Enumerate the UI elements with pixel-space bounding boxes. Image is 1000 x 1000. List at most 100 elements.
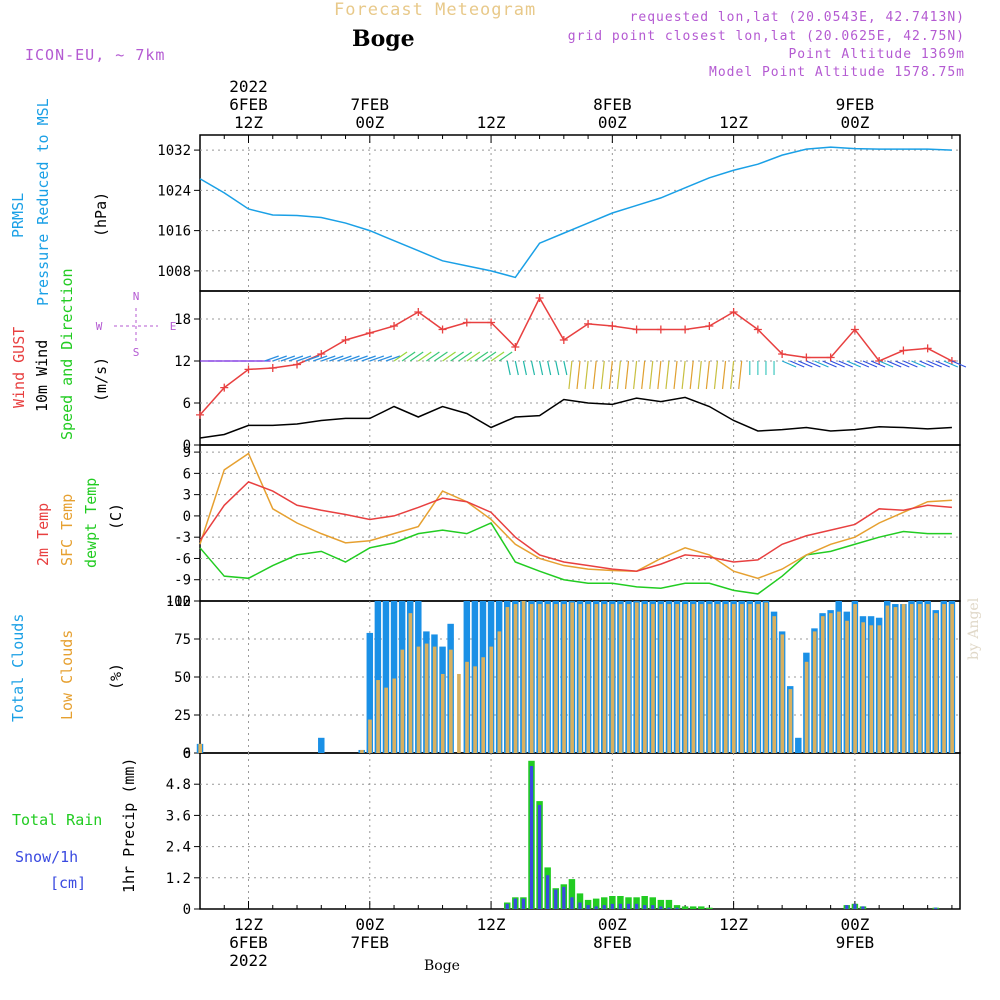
wind-10m-label: 10m Wind	[33, 340, 51, 412]
low-cloud-bar	[715, 604, 720, 753]
low-cloud-bar	[788, 689, 793, 753]
low-cloud-bar	[748, 604, 752, 753]
wind-direction-arrow	[498, 351, 513, 362]
wind-speed-line	[199, 396, 952, 439]
low-cloud-bar	[756, 604, 760, 753]
temperature-ytick-label: -3	[174, 530, 191, 546]
compass-north: N	[133, 290, 140, 303]
low-cloud-bar	[481, 657, 485, 753]
bottom-time-label: 12Z	[477, 915, 506, 934]
wind-unit: (m/s)	[92, 357, 110, 402]
compass-cross	[114, 308, 158, 344]
pressure-label-prmsl: PRMSL	[9, 193, 27, 238]
low-cloud-bar	[675, 604, 680, 753]
clouds-ytick-label: 25	[174, 708, 191, 724]
snow-bar	[594, 906, 598, 909]
precip-ytick-label: 4.8	[166, 777, 191, 793]
rain-bar	[698, 906, 705, 909]
wind-ytick-label: 18	[174, 312, 191, 328]
top-time-label: 9FEB	[836, 95, 875, 114]
precip-ytick-label: 3.6	[166, 808, 191, 824]
clouds-ytick-label: 0	[183, 746, 191, 762]
wind-direction-arrow	[830, 360, 845, 368]
low-cloud-bar	[521, 601, 526, 753]
wind-direction-arrow	[927, 360, 942, 368]
low-cloud-bar	[723, 604, 728, 753]
low-cloud-bar	[901, 604, 906, 753]
model-label: ICON-EU, ~ 7km	[25, 46, 166, 64]
wind-direction-arrow	[681, 360, 686, 390]
bottom-time-label: 00Z	[840, 915, 869, 934]
footer-station: Boge	[424, 958, 460, 974]
gust-marker	[220, 383, 229, 392]
wind-direction-arrow	[434, 351, 448, 362]
low-cloud-bar	[562, 604, 566, 753]
pressure-unit: (hPa)	[92, 192, 110, 237]
low-cloud-bar	[926, 604, 930, 753]
total-clouds-label: Total Clouds	[9, 614, 27, 722]
wind-direction-arrow	[649, 360, 654, 390]
low-cloud-bar	[780, 634, 785, 753]
wind-direction-arrow	[838, 360, 853, 368]
temperature-ytick-label: 9	[183, 445, 191, 461]
point-altitude: Point Altitude 1369m	[788, 47, 965, 62]
gust-marker	[438, 325, 447, 334]
rain-bar	[609, 896, 616, 909]
wind-direction-arrow	[506, 360, 511, 376]
gust-marker	[656, 325, 665, 334]
wind-direction-arrow	[345, 355, 360, 362]
low-cloud-bar	[513, 604, 518, 753]
wind-direction-arrow	[442, 351, 456, 362]
wind-direction-arrow	[822, 360, 837, 368]
wind-direction-arrow	[272, 355, 287, 362]
pressure-ytick-label: 1024	[157, 183, 191, 199]
gust-marker	[608, 322, 617, 330]
wind-direction-arrow	[886, 360, 902, 368]
snow-bar	[546, 875, 550, 909]
temp-unit: (C)	[107, 503, 125, 530]
wind-direction-arrow	[280, 355, 296, 362]
precip-unit: 1hr Precip (mm)	[120, 758, 138, 893]
wind-direction-arrow	[951, 360, 967, 368]
snow-bar	[537, 805, 542, 909]
bottom-time-label: 12Z	[234, 915, 263, 934]
low-cloud-bar	[877, 625, 882, 753]
gust-marker	[753, 325, 762, 334]
wind-direction-arrow	[563, 360, 568, 376]
chart-title: Forecast Meteogram	[334, 0, 537, 20]
low-cloud-bar	[885, 605, 890, 753]
snow-label: Snow/1h	[15, 848, 78, 866]
snow-bar	[610, 903, 614, 909]
wind-direction-arrow	[713, 360, 719, 390]
gust-marker	[365, 329, 374, 337]
low-cloud-bar	[667, 604, 671, 753]
rain-bar	[665, 899, 673, 909]
gust-marker	[559, 336, 568, 344]
low-cloud-bar	[578, 604, 583, 753]
gust-marker	[268, 364, 277, 372]
wind-gust-line	[199, 296, 953, 416]
requested-coords: requested lon,lat (20.0543E, 42.7413N)	[629, 10, 965, 25]
low-cloud-bar	[473, 666, 477, 753]
wind-direction-arrow	[657, 360, 662, 390]
wind-direction-arrow	[895, 360, 910, 368]
wind-direction-arrow	[264, 355, 279, 362]
low-cloud-bar	[424, 643, 429, 753]
top-time-label: 8FEB	[593, 95, 632, 114]
rain-bar	[673, 905, 681, 909]
low-cloud-bar	[707, 604, 712, 753]
low-cloud-bar	[529, 604, 534, 753]
low-cloud-bar	[845, 620, 849, 753]
snow-bar	[562, 886, 566, 909]
temperature-ytick-label: -12	[166, 594, 191, 610]
top-time-label: 2022	[229, 77, 268, 96]
pressure-ytick-label: 1032	[157, 143, 191, 159]
pressure-frame	[199, 134, 961, 292]
gust-marker	[535, 294, 544, 302]
bottom-time-label: 7FEB	[351, 933, 390, 952]
dewpoint-line	[199, 522, 952, 595]
station-name: Boge	[352, 26, 415, 52]
low-cloud-bar	[489, 646, 494, 753]
low-cloud-bar	[440, 673, 445, 753]
low-cloud-bar	[570, 602, 574, 753]
